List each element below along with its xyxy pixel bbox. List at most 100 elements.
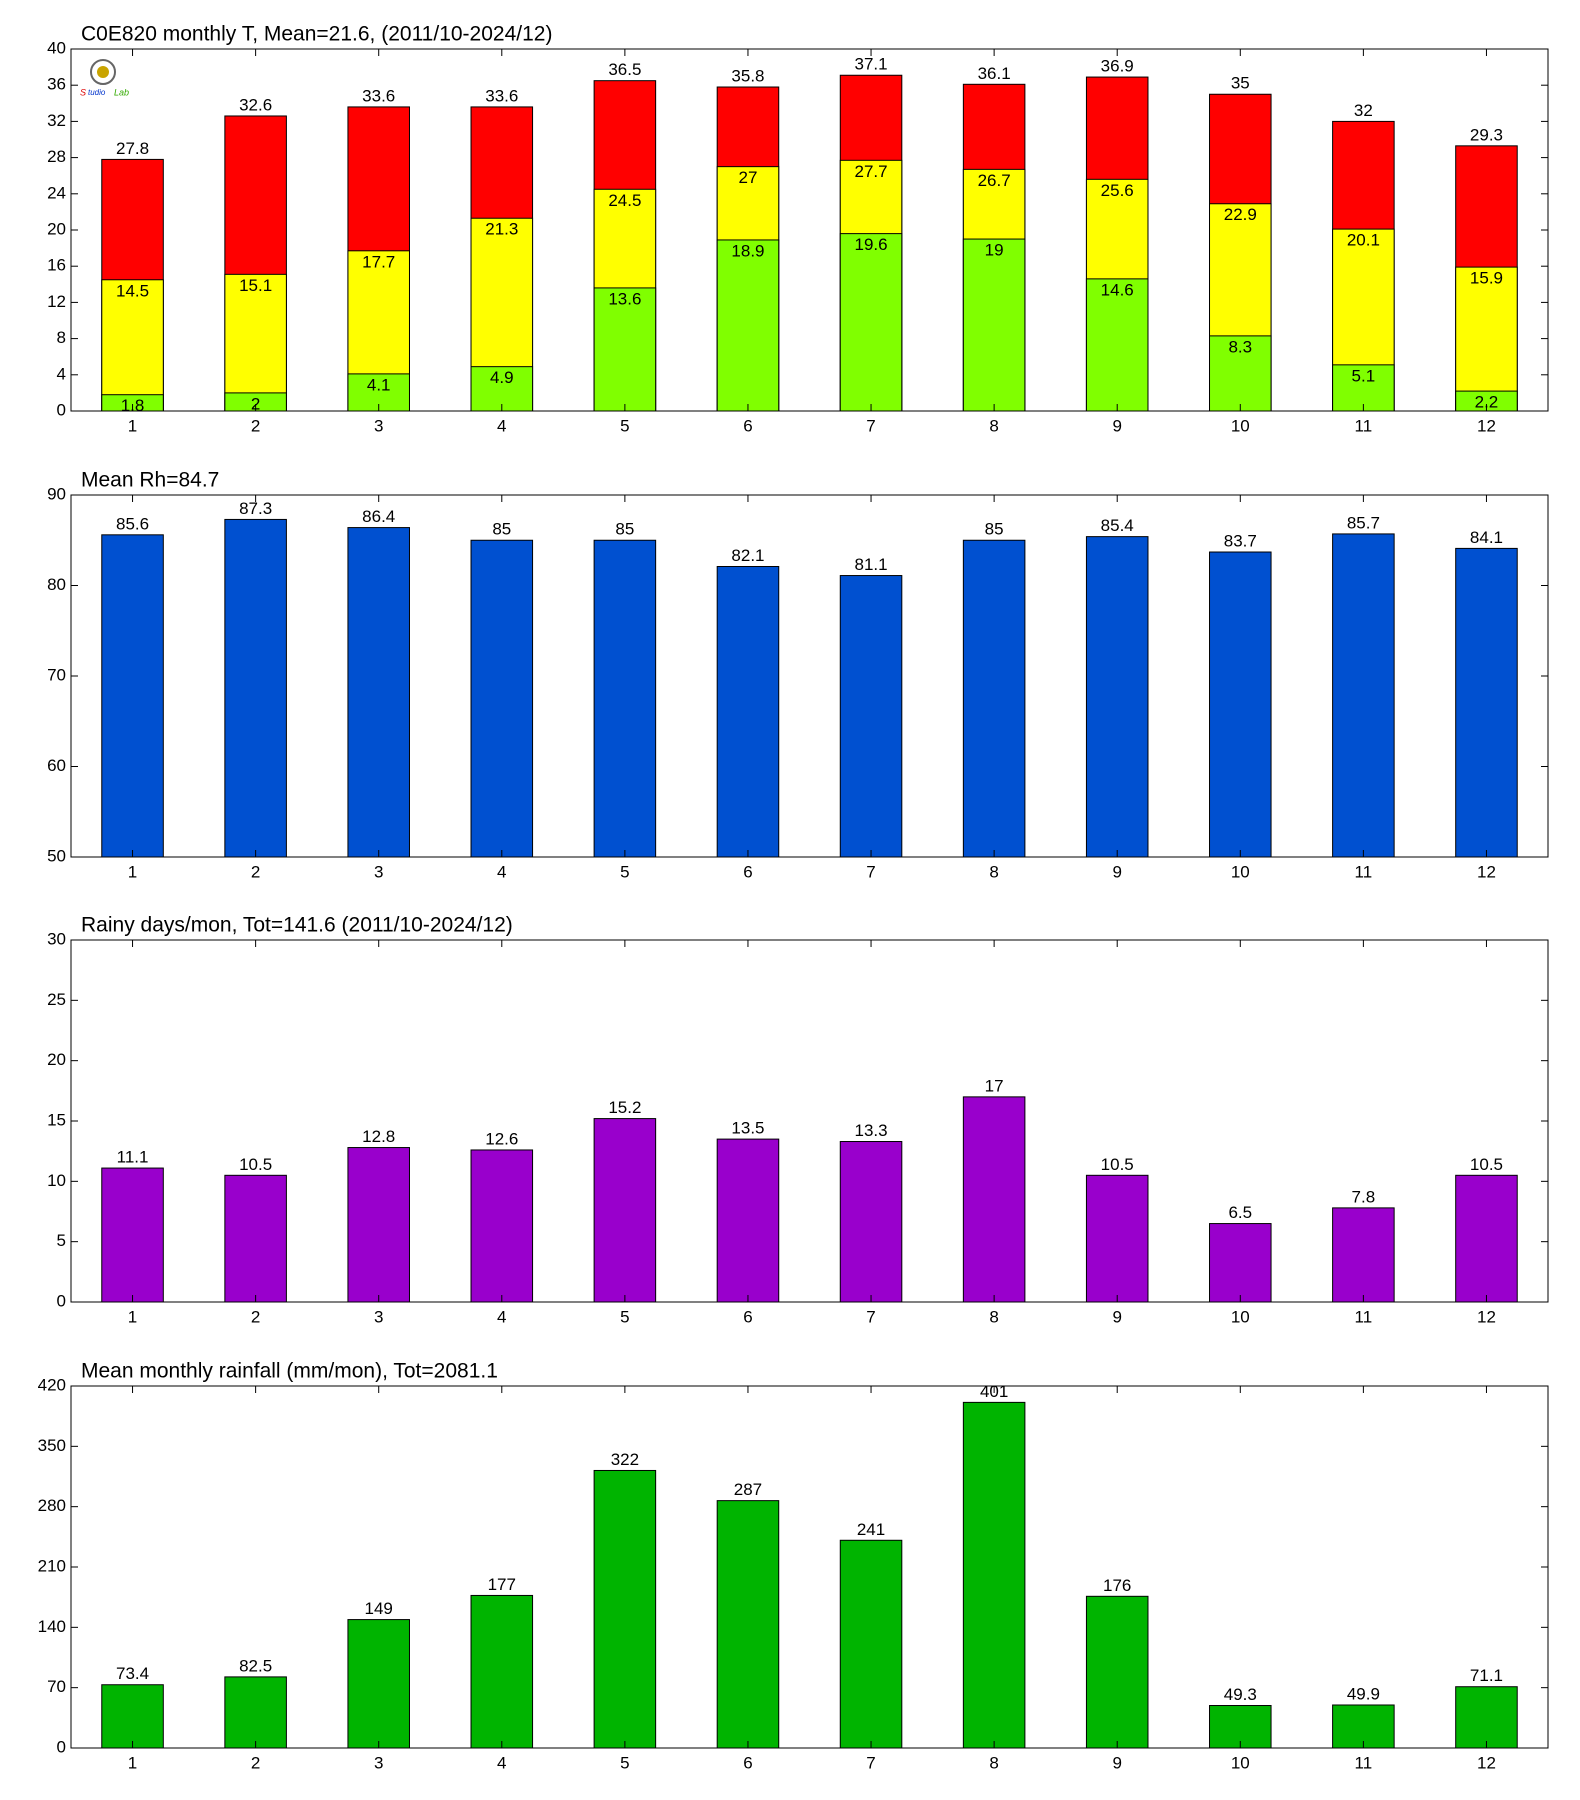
value-label: 10.5 xyxy=(1101,1155,1134,1174)
x-tick-label: 10 xyxy=(1231,1307,1250,1326)
value-label: 5.1 xyxy=(1352,366,1376,385)
bar xyxy=(839,1141,903,1303)
value-label: 4.9 xyxy=(490,368,514,387)
value-label: 85.7 xyxy=(1347,513,1380,532)
value-label: 176 xyxy=(1103,1576,1131,1595)
y-tick-label: 50 xyxy=(47,846,66,865)
x-tick-label: 6 xyxy=(743,1753,752,1772)
bar xyxy=(716,1138,780,1303)
value-label: 85.4 xyxy=(1101,516,1134,535)
value-label: 33.6 xyxy=(362,86,395,105)
x-tick-label: 3 xyxy=(374,1307,383,1326)
bar xyxy=(470,1149,534,1303)
x-tick-label: 2 xyxy=(251,1307,260,1326)
x-tick-label: 3 xyxy=(374,416,383,435)
y-tick-label: 25 xyxy=(47,990,66,1009)
x-tick-label: 12 xyxy=(1477,1307,1496,1326)
x-tick-label: 4 xyxy=(497,416,506,435)
x-tick-label: 2 xyxy=(251,416,260,435)
y-tick-label: 28 xyxy=(47,147,66,166)
value-label: 13.6 xyxy=(608,289,641,308)
bar xyxy=(593,1118,657,1303)
bar xyxy=(716,1500,780,1749)
x-tick-label: 12 xyxy=(1477,1753,1496,1772)
value-label: 287 xyxy=(734,1480,762,1499)
value-label: 35.8 xyxy=(731,66,764,85)
value-label: 2 xyxy=(251,394,260,413)
x-tick-label: 1 xyxy=(128,1307,137,1326)
value-label: 32 xyxy=(1354,101,1373,120)
x-tick-label: 1 xyxy=(128,862,137,881)
x-tick-label: 4 xyxy=(497,862,506,881)
x-tick-label: 11 xyxy=(1355,1307,1373,1326)
bar xyxy=(224,1676,287,1749)
value-label: 7.8 xyxy=(1352,1187,1376,1206)
value-label: 241 xyxy=(857,1520,885,1539)
bar xyxy=(1332,1207,1395,1303)
value-label: 36.1 xyxy=(978,64,1011,83)
value-label: 13.3 xyxy=(854,1121,887,1140)
value-label: 85.6 xyxy=(116,514,149,533)
value-label: 17.7 xyxy=(362,252,395,271)
y-tick-label: 350 xyxy=(38,1436,66,1455)
bar xyxy=(1332,1704,1395,1749)
y-tick-label: 280 xyxy=(38,1496,66,1515)
bar xyxy=(224,1174,287,1303)
y-tick-label: 5 xyxy=(57,1231,66,1250)
y-tick-label: 210 xyxy=(38,1556,66,1575)
bar xyxy=(1455,1174,1518,1303)
bar xyxy=(1332,533,1395,858)
y-tick-label: 10 xyxy=(47,1171,66,1190)
x-tick-label: 5 xyxy=(620,416,629,435)
y-tick-label: 4 xyxy=(57,364,66,383)
bar xyxy=(1085,1174,1149,1303)
bar xyxy=(1455,266,1518,412)
x-tick-label: 6 xyxy=(743,416,752,435)
chart-title: Rainy days/mon, Tot=141.6 (2011/10-2024/… xyxy=(81,914,513,937)
bar xyxy=(347,527,410,858)
value-label: 177 xyxy=(488,1575,516,1594)
x-tick-label: 1 xyxy=(128,1753,137,1772)
x-tick-label: 11 xyxy=(1355,862,1373,881)
value-label: 2.2 xyxy=(1475,393,1499,412)
y-tick-label: 80 xyxy=(47,575,66,594)
bar xyxy=(1085,536,1149,858)
value-label: 10.5 xyxy=(239,1155,272,1174)
x-tick-label: 5 xyxy=(620,1753,629,1772)
value-label: 36.9 xyxy=(1101,57,1134,76)
bar xyxy=(1209,551,1272,858)
svg-text:S: S xyxy=(80,87,86,97)
value-label: 22.9 xyxy=(1224,205,1257,224)
y-tick-label: 24 xyxy=(47,183,66,202)
axes-frame xyxy=(70,494,1549,858)
value-label: 14.5 xyxy=(116,281,149,300)
y-tick-label: 15 xyxy=(47,1110,66,1129)
value-label: 33.6 xyxy=(485,86,518,105)
x-tick-label: 3 xyxy=(374,1753,383,1772)
value-label: 27.8 xyxy=(116,139,149,158)
value-label: 85 xyxy=(615,520,634,539)
value-label: 17 xyxy=(985,1076,1004,1095)
bar xyxy=(1209,1223,1272,1303)
value-label: 26.7 xyxy=(978,171,1011,190)
bar xyxy=(224,518,287,858)
x-tick-label: 9 xyxy=(1112,1753,1121,1772)
value-label: 49.3 xyxy=(1224,1685,1257,1704)
y-tick-label: 12 xyxy=(47,292,66,311)
value-label: 87.3 xyxy=(239,499,272,518)
x-tick-label: 9 xyxy=(1112,416,1121,435)
x-tick-label: 8 xyxy=(989,416,998,435)
y-tick-label: 0 xyxy=(57,1737,66,1756)
value-label: 84.1 xyxy=(1470,528,1503,547)
bar xyxy=(101,279,164,412)
logo: S tudio Lab xyxy=(80,59,129,97)
y-tick-label: 70 xyxy=(47,665,66,684)
bar xyxy=(716,239,780,412)
svg-text:tudio: tudio xyxy=(88,88,106,97)
value-label: 35 xyxy=(1231,74,1250,93)
value-label: 86.4 xyxy=(362,507,395,526)
chart-title: Mean monthly rainfall (mm/mon), Tot=2081… xyxy=(81,1360,498,1383)
x-tick-label: 12 xyxy=(1477,416,1496,435)
value-label: 12.8 xyxy=(362,1127,395,1146)
value-label: 27.7 xyxy=(854,162,887,181)
